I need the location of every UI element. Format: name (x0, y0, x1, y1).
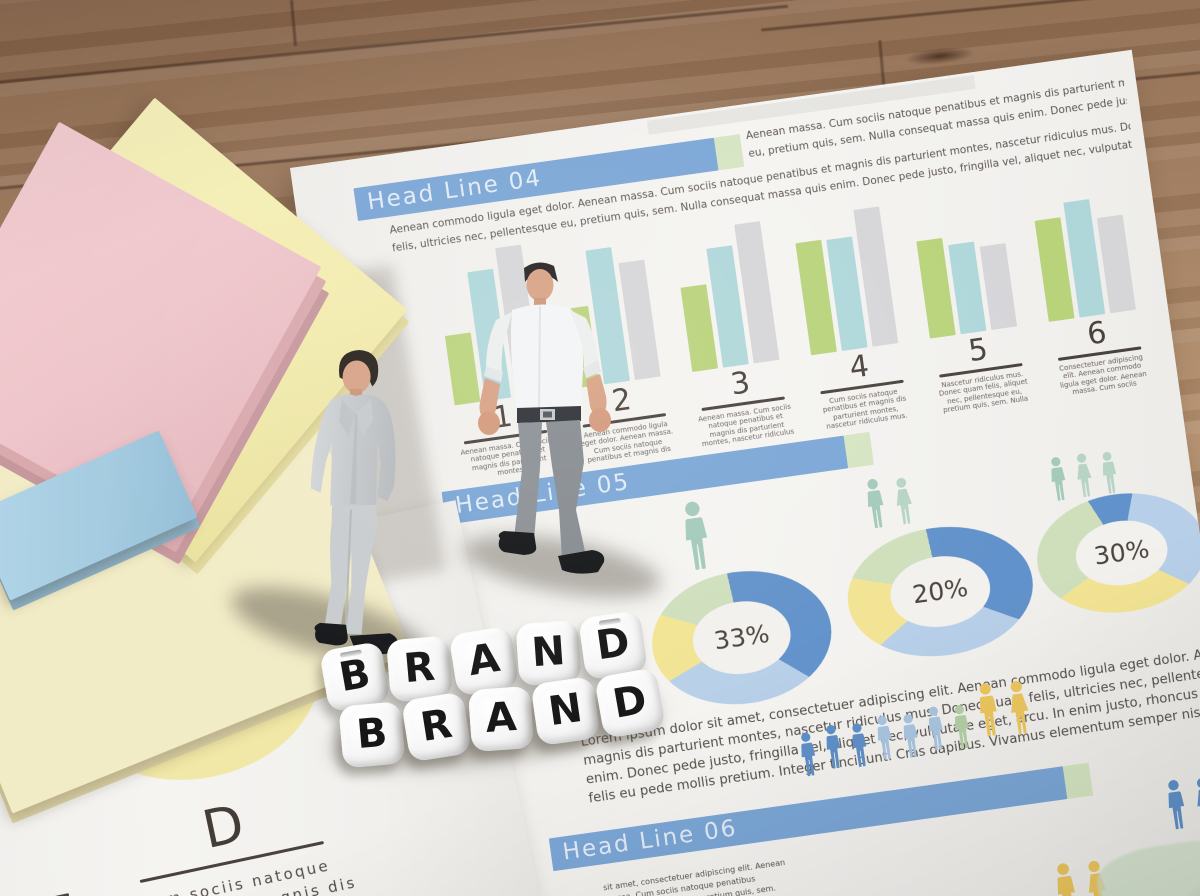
letter-die: N (530, 676, 601, 747)
donut-chart-20: 20% (839, 515, 1042, 668)
figurine-businessman-shirt (440, 258, 640, 603)
person-icon-group (1046, 448, 1122, 503)
bar-group-label: 5 Nascetur ridiculus mus. Donec quam feli… (929, 329, 1034, 415)
donut-chart-30: 30% (1029, 482, 1200, 624)
headline06-title: Head Line 06 (561, 815, 740, 866)
person-icon (928, 706, 943, 751)
person-icon (877, 715, 892, 760)
letter-die: A (467, 685, 535, 753)
person-icon (685, 501, 708, 570)
hair (339, 350, 379, 387)
die-letter: D (593, 619, 633, 670)
person-icon (954, 704, 969, 749)
bar-group (1027, 157, 1140, 322)
bar-group-label: 3 Aenean massa. Cum sociis natoque penati… (691, 363, 796, 449)
person-icon (1076, 453, 1092, 498)
die-letter: B (335, 650, 374, 702)
die-letter: R (417, 700, 456, 752)
headline06-accent-tip (1062, 762, 1094, 799)
letter-die: D (594, 667, 666, 740)
die-letter: A (483, 693, 518, 743)
die-letter: N (530, 627, 567, 677)
letter-die: R (385, 635, 454, 703)
person-icon (1196, 778, 1200, 826)
map-shape (1093, 831, 1200, 896)
bar-group-label: 6 Consectetuer adipiscing elit. Aenean co… (1047, 313, 1152, 399)
person-icon-pair-blue (1162, 774, 1200, 832)
figurine-businessman-suit (260, 341, 451, 677)
person-icon (1051, 457, 1066, 501)
wood-knot (904, 44, 976, 68)
person-icon-group (676, 498, 716, 573)
letter-die: B (338, 701, 406, 769)
headline04-accent-tip (713, 134, 745, 171)
letter-die: N (515, 619, 582, 687)
die-letter: A (464, 634, 503, 686)
donut-label: 20% (885, 550, 995, 633)
person-icon-group (861, 473, 918, 531)
donut-chart-33: 33% (643, 559, 841, 716)
donut-label: 33% (688, 595, 795, 680)
section-heading: D (197, 793, 250, 861)
bar-group (909, 173, 1022, 339)
person-icon (903, 714, 918, 758)
donut-label: 30% (1071, 515, 1172, 591)
person-icon (1057, 863, 1075, 896)
person-icon (979, 683, 997, 737)
die-letter: N (545, 684, 586, 736)
person-icon (852, 723, 867, 767)
die-letter: R (402, 643, 437, 693)
bar-group-label: 4 Cum sociis natoque penatibus et magnis … (810, 346, 915, 432)
person-icon (1102, 451, 1117, 494)
bar-group (790, 190, 903, 356)
letter-die: R (401, 691, 472, 763)
person-icon (1168, 780, 1185, 830)
person-icon (801, 732, 816, 777)
person-icon (867, 478, 884, 529)
wood-plank-joint (290, 0, 297, 47)
headline05-accent-tip (843, 431, 874, 469)
person-icon (896, 477, 912, 525)
wood-plank-seam (0, 4, 789, 87)
person-icon (826, 725, 841, 769)
bar-group (671, 207, 784, 372)
die-letter: B (354, 709, 390, 759)
people-pictogram-row (792, 676, 1036, 778)
person-icon (1010, 681, 1029, 735)
wood-plank-seam (760, 0, 1200, 32)
die-letter: D (609, 676, 651, 728)
main-infographic-paper: Head Line 04 Aenean massa. Cum sociis na… (290, 49, 1200, 896)
chart-bar (979, 243, 1018, 330)
